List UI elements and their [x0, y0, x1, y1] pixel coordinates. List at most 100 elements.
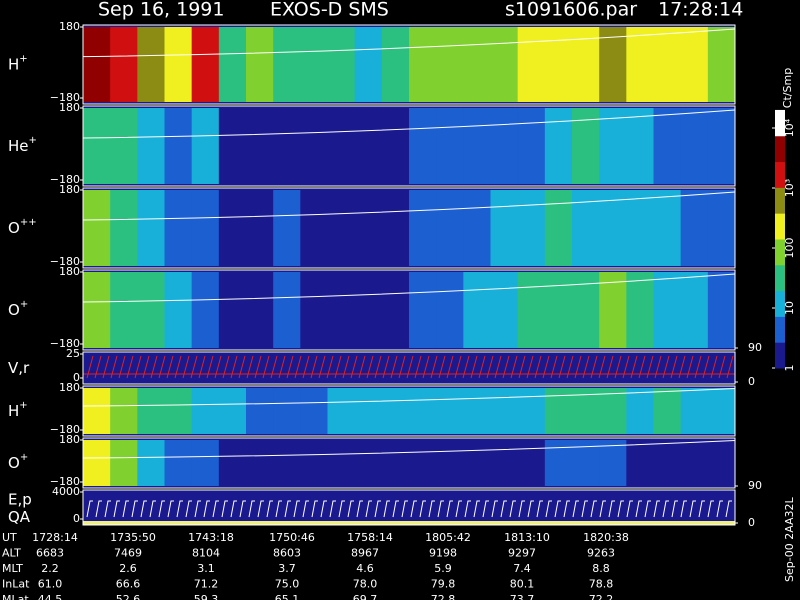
qa-mark: [401, 500, 408, 518]
qa-mark: [104, 500, 111, 518]
ion-label: E,p: [8, 490, 32, 508]
spectrogram-column: [436, 190, 464, 266]
spectrogram-column: [707, 108, 736, 184]
colorbar-tick-label: 10⁴: [783, 118, 796, 137]
qa-mark: [176, 500, 183, 518]
qa-mark: [212, 500, 219, 518]
spectrogram-column: [626, 108, 654, 184]
panel-frame: [82, 24, 736, 105]
qa-mark: [158, 500, 165, 518]
qa-mark: [329, 500, 336, 518]
colorbar-step: [775, 307, 785, 313]
spectrogram-column: [381, 388, 410, 434]
qa-mark: [599, 500, 606, 518]
spectrogram-column: [544, 108, 573, 184]
y-tick-label: 0: [73, 371, 80, 384]
ephemeris-value: 69.7: [353, 593, 378, 600]
panel-label: V,r: [8, 359, 30, 377]
spectrogram-column: [218, 108, 247, 184]
qa-mark: [689, 500, 696, 518]
ephemeris-value: 1735:50: [110, 531, 156, 544]
spectrogram-column: [680, 190, 709, 266]
pitch-angle-trace: [82, 273, 736, 303]
panel-label: H+: [8, 400, 28, 420]
spectrogram-column: [300, 190, 328, 266]
y-tick-label: −180: [50, 337, 80, 350]
qa-mark: [185, 500, 192, 518]
spectrogram-column: [626, 388, 654, 434]
spectrogram-column: [680, 388, 709, 434]
qa-mark: [518, 500, 525, 518]
spectrogram-column: [164, 190, 193, 266]
ephemeris-label: MLT: [2, 562, 23, 575]
ephemeris-value: 7469: [114, 547, 142, 560]
spectrogram-column: [137, 27, 165, 102]
qa-mark: [428, 500, 435, 518]
qa-mark: [554, 500, 561, 518]
ephemeris-value: 9297: [508, 547, 536, 560]
colorbar-step: [775, 333, 785, 339]
ephemeris-value: 1805:42: [425, 531, 471, 544]
colorbar-step: [775, 286, 785, 292]
colorbar-step: [775, 251, 785, 257]
spectrogram-column: [409, 190, 437, 266]
colorbar-step: [775, 320, 785, 326]
spectrogram-column: [354, 27, 383, 102]
spectrogram-column: [544, 27, 573, 102]
y-tick-label: 180: [59, 183, 80, 196]
pitch-angle-trace: [82, 109, 736, 139]
y-tick-label: 180: [59, 265, 80, 278]
panel-frame: [82, 437, 736, 489]
spectrogram-column: [626, 440, 654, 486]
colorbar-step: [775, 355, 785, 360]
spectrogram-column: [707, 272, 736, 348]
spectrogram-column: [680, 272, 709, 348]
ephemeris-value: 3.7: [278, 562, 296, 575]
qa-mark: [536, 500, 543, 518]
spectrogram-column: [436, 440, 464, 486]
colorbar-step: [775, 140, 785, 145]
spectrogram-column: [300, 272, 328, 348]
qa-mark: [248, 500, 255, 518]
ephemeris-label: ALT: [2, 547, 21, 560]
colorbar-step: [775, 152, 785, 158]
qa-mark: [356, 500, 363, 518]
spectrogram-column: [218, 27, 247, 102]
charge-label: +: [19, 400, 27, 411]
ephemeris-value: 4.6: [356, 562, 374, 575]
qa-mark: [239, 500, 246, 518]
spectrogram-column: [463, 440, 491, 486]
qa-bar: [83, 521, 735, 525]
qa-mark: [410, 500, 417, 518]
qa-mark: [491, 500, 498, 518]
qa-mark: [527, 500, 534, 518]
spectrogram-column: [626, 190, 654, 266]
colorbar-step: [775, 316, 785, 322]
panel-frame: [82, 385, 736, 437]
y-tick-label: 4000: [52, 485, 80, 498]
spectrogram-column: [381, 27, 410, 102]
spectrogram-column: [83, 108, 111, 184]
colorbar-step: [775, 238, 785, 244]
panel-label: E,p: [8, 490, 32, 508]
spectrogram-column: [463, 190, 491, 266]
ephemeris-value: 1820:38: [583, 531, 629, 544]
ephemeris-value: 78.8: [589, 578, 614, 591]
right-tick-label: 0: [748, 516, 755, 529]
spectrogram-column: [463, 272, 491, 348]
colorbar-step: [775, 342, 785, 347]
y-tick-label: 25: [66, 347, 80, 360]
spectrogram-column: [680, 27, 709, 102]
spectrogram-column: [164, 388, 193, 434]
ephemeris-value: 79.8: [431, 578, 456, 591]
spectrogram-column: [599, 440, 627, 486]
qa-mark: [194, 500, 201, 518]
spectrogram-column: [436, 27, 464, 102]
spectrogram-column: [137, 388, 165, 434]
charge-label: +: [20, 452, 28, 463]
qa-mark: [572, 500, 579, 518]
colorbar-step: [775, 243, 785, 249]
spectrogram-column: [490, 440, 519, 486]
colorbar-step: [775, 350, 785, 356]
spectrogram-column: [653, 27, 682, 102]
